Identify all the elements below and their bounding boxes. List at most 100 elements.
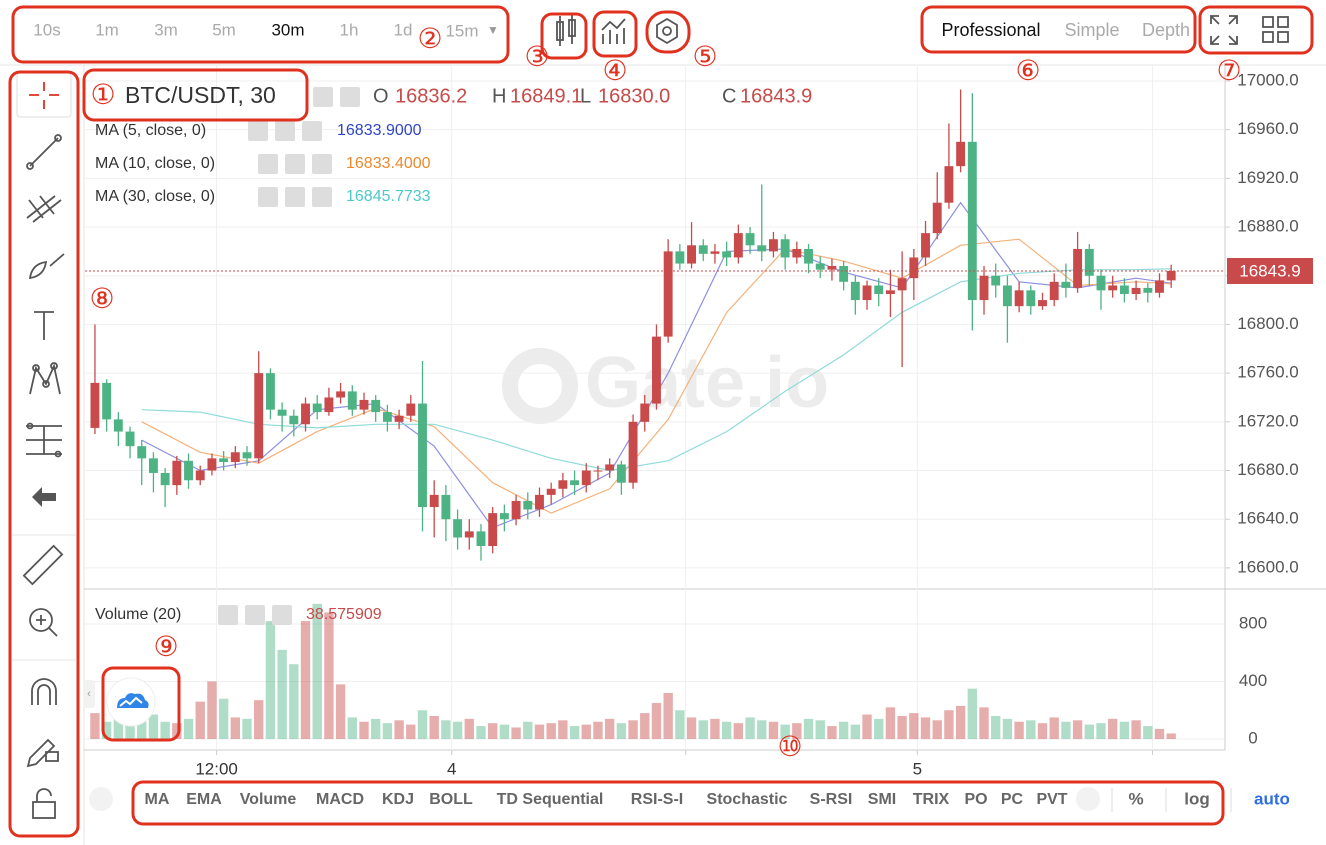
legend-icon[interactable] (313, 87, 333, 107)
candle-body (1014, 290, 1024, 307)
volume-bar (651, 703, 662, 739)
indicator-button[interactable]: Stochastic (707, 791, 788, 808)
line-tool[interactable] (26, 134, 62, 170)
candle-body (207, 458, 217, 471)
ma-line (141, 238, 1172, 514)
legend-icon[interactable] (258, 187, 278, 207)
volume-bar (464, 718, 474, 739)
candle-body (1061, 281, 1071, 288)
volume-bar (1096, 723, 1106, 739)
volume-bar (663, 692, 673, 739)
indicator-button[interactable]: Volume (240, 791, 297, 808)
fullscreen-button[interactable] (1210, 15, 1238, 45)
brush-tool[interactable] (28, 253, 65, 280)
crosshair-tool[interactable] (16, 72, 72, 118)
legend-icon[interactable] (312, 154, 332, 174)
chart-style-button[interactable] (556, 15, 576, 46)
interval-button[interactable]: 3m (154, 20, 178, 39)
interval-button[interactable]: 10s (33, 20, 60, 39)
fib-tool[interactable] (26, 195, 62, 223)
mode-tab[interactable]: Simple (1064, 20, 1119, 40)
floating-chart-button[interactable]: ‹ (83, 677, 156, 727)
measure-tool[interactable] (26, 422, 62, 458)
indicator-button[interactable]: S-RSI (810, 791, 853, 808)
volume-bar (335, 684, 346, 739)
scale-option[interactable]: % (1128, 789, 1143, 808)
legend-icon[interactable] (275, 121, 295, 141)
volume-bar (499, 724, 510, 739)
ruler-tool[interactable] (22, 544, 64, 586)
scroll-right-button[interactable] (1076, 787, 1100, 811)
watermark-text: Gate.io (585, 343, 829, 423)
candle-body (242, 452, 252, 459)
indicators-button[interactable] (601, 18, 626, 44)
legend-icon[interactable] (302, 121, 322, 141)
legend-icon[interactable] (340, 87, 360, 107)
unlock-tool[interactable] (32, 788, 56, 819)
y-tick-label: 16600.0 (1237, 557, 1298, 576)
legend-icon[interactable] (285, 154, 305, 174)
interval-button[interactable]: 1h (340, 20, 359, 39)
indicator-button[interactable]: MACD (316, 791, 364, 808)
text-tool[interactable] (34, 311, 54, 340)
indicator-button[interactable]: BOLL (429, 791, 473, 808)
candle-body (932, 202, 942, 234)
drawing-toolbar (12, 72, 76, 819)
indicator-button[interactable]: PVT (1036, 791, 1067, 808)
pattern-tool[interactable] (29, 362, 61, 395)
lock-drawings-tool[interactable] (26, 738, 59, 768)
y-tick-label: 16680.0 (1237, 460, 1298, 479)
scale-option[interactable]: auto (1254, 789, 1290, 808)
mode-tab[interactable]: Depth (1142, 20, 1190, 40)
volume-bar (183, 718, 194, 739)
legend-icon[interactable] (245, 605, 265, 625)
last-price-box (1227, 257, 1313, 284)
last-price-label: 16843.9 (1239, 261, 1300, 280)
mode-tab[interactable]: Professional (941, 20, 1040, 40)
settings-button[interactable] (656, 17, 678, 45)
interval-dropdown[interactable]: 15m (445, 21, 478, 40)
volume-bar (721, 721, 732, 739)
candle-body (254, 373, 264, 459)
annotation-number: ① (90, 78, 115, 111)
interval-button[interactable]: 5m (212, 20, 236, 39)
interval-button[interactable]: 1d (394, 20, 413, 39)
indicator-button[interactable]: MA (145, 791, 170, 808)
legend-icon[interactable] (285, 187, 305, 207)
scale-option[interactable]: log (1184, 789, 1210, 808)
candle-body (125, 431, 135, 447)
indicator-button[interactable]: TRIX (913, 791, 950, 808)
indicator-button[interactable]: RSI-S-I (631, 791, 683, 808)
indicator-button[interactable]: EMA (186, 791, 222, 808)
magnet-tool[interactable] (31, 678, 57, 705)
legend-icon[interactable] (248, 121, 268, 141)
scroll-left-button[interactable] (89, 787, 113, 811)
candle-body (453, 519, 463, 538)
legend-icon[interactable] (258, 154, 278, 174)
volume-bar (1143, 726, 1153, 739)
indicator-button[interactable]: SMI (868, 791, 896, 808)
legend-icon[interactable] (272, 605, 292, 625)
layout-button[interactable] (1262, 16, 1289, 43)
zoom-tool[interactable] (29, 608, 58, 637)
ohlc-letter: L (580, 85, 591, 107)
indicator-button[interactable]: TD Sequential (497, 791, 604, 808)
indicator-button[interactable]: PO (964, 791, 987, 808)
candle-body (885, 290, 895, 294)
candle-body (1119, 285, 1129, 294)
candle-body (137, 446, 147, 459)
indicator-button[interactable]: KDJ (382, 791, 414, 808)
candle-body (511, 500, 521, 520)
interval-button[interactable]: 30m (271, 20, 304, 39)
ma-name: MA (30, close, 0) (95, 188, 215, 205)
legend-icon[interactable] (312, 187, 332, 207)
interval-button[interactable]: 1m (95, 20, 119, 39)
legend-icon[interactable] (218, 605, 238, 625)
volume-bar (874, 718, 884, 739)
volume-bar (277, 649, 287, 739)
candle-body (570, 480, 580, 486)
dropdown-caret[interactable]: ▼ (487, 23, 499, 37)
back-tool[interactable] (32, 487, 56, 507)
volume-bar (897, 715, 907, 739)
indicator-button[interactable]: PC (1001, 791, 1024, 808)
